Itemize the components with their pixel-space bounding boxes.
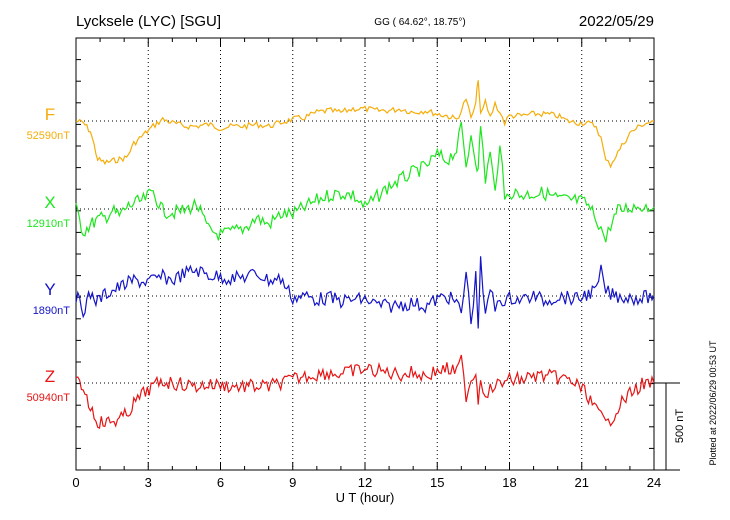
series-z-baseline-label: 50940nT: [27, 392, 71, 404]
x-tick-label: 12: [358, 475, 372, 490]
x-axis-tick-labels: 0 3 6 9 12 15 18 21 24: [72, 475, 661, 490]
data-traces: [75, 80, 655, 430]
series-x-name: X: [44, 193, 55, 212]
scale-bar: 500 nT: [654, 382, 686, 471]
series-y-name: Y: [44, 280, 55, 299]
series-z-trace: [75, 354, 655, 430]
date-label: 2022/05/29: [579, 13, 654, 30]
baseline-lines: [76, 120, 654, 384]
coordinates-label: GG ( 64.62°, 18.75°): [374, 17, 465, 28]
x-tick-label: 3: [145, 475, 152, 490]
series-x-trace: [75, 121, 655, 243]
x-axis-label: U T (hour): [336, 490, 395, 505]
x-tick-label: 0: [72, 475, 79, 490]
x-tick-label: 9: [289, 475, 296, 490]
x-tick-label: 21: [575, 475, 589, 490]
series-y-baseline-label: 1890nT: [33, 305, 71, 317]
grid-lines: [147, 38, 583, 470]
series-f-trace: [75, 80, 655, 169]
station-title: Lycksele (LYC) [SGU]: [76, 13, 221, 30]
x-tick-label: 18: [502, 475, 516, 490]
scale-bar-label: 500 nT: [674, 409, 686, 444]
series-x-baseline-label: 12910nT: [27, 218, 71, 230]
plotted-at-label: Plotted at 2022/06/29 00:53 UT: [708, 340, 718, 466]
x-tick-label: 15: [430, 475, 444, 490]
series-z-name: Z: [45, 367, 55, 386]
x-tick-label: 6: [217, 475, 224, 490]
series-labels: F 52590nT X 12910nT Y 1890nT Z 50940nT: [27, 105, 71, 404]
series-f-name: F: [45, 105, 55, 124]
series-f-baseline-label: 52590nT: [27, 130, 71, 142]
x-tick-label: 24: [647, 475, 661, 490]
series-y-trace: [75, 256, 655, 329]
